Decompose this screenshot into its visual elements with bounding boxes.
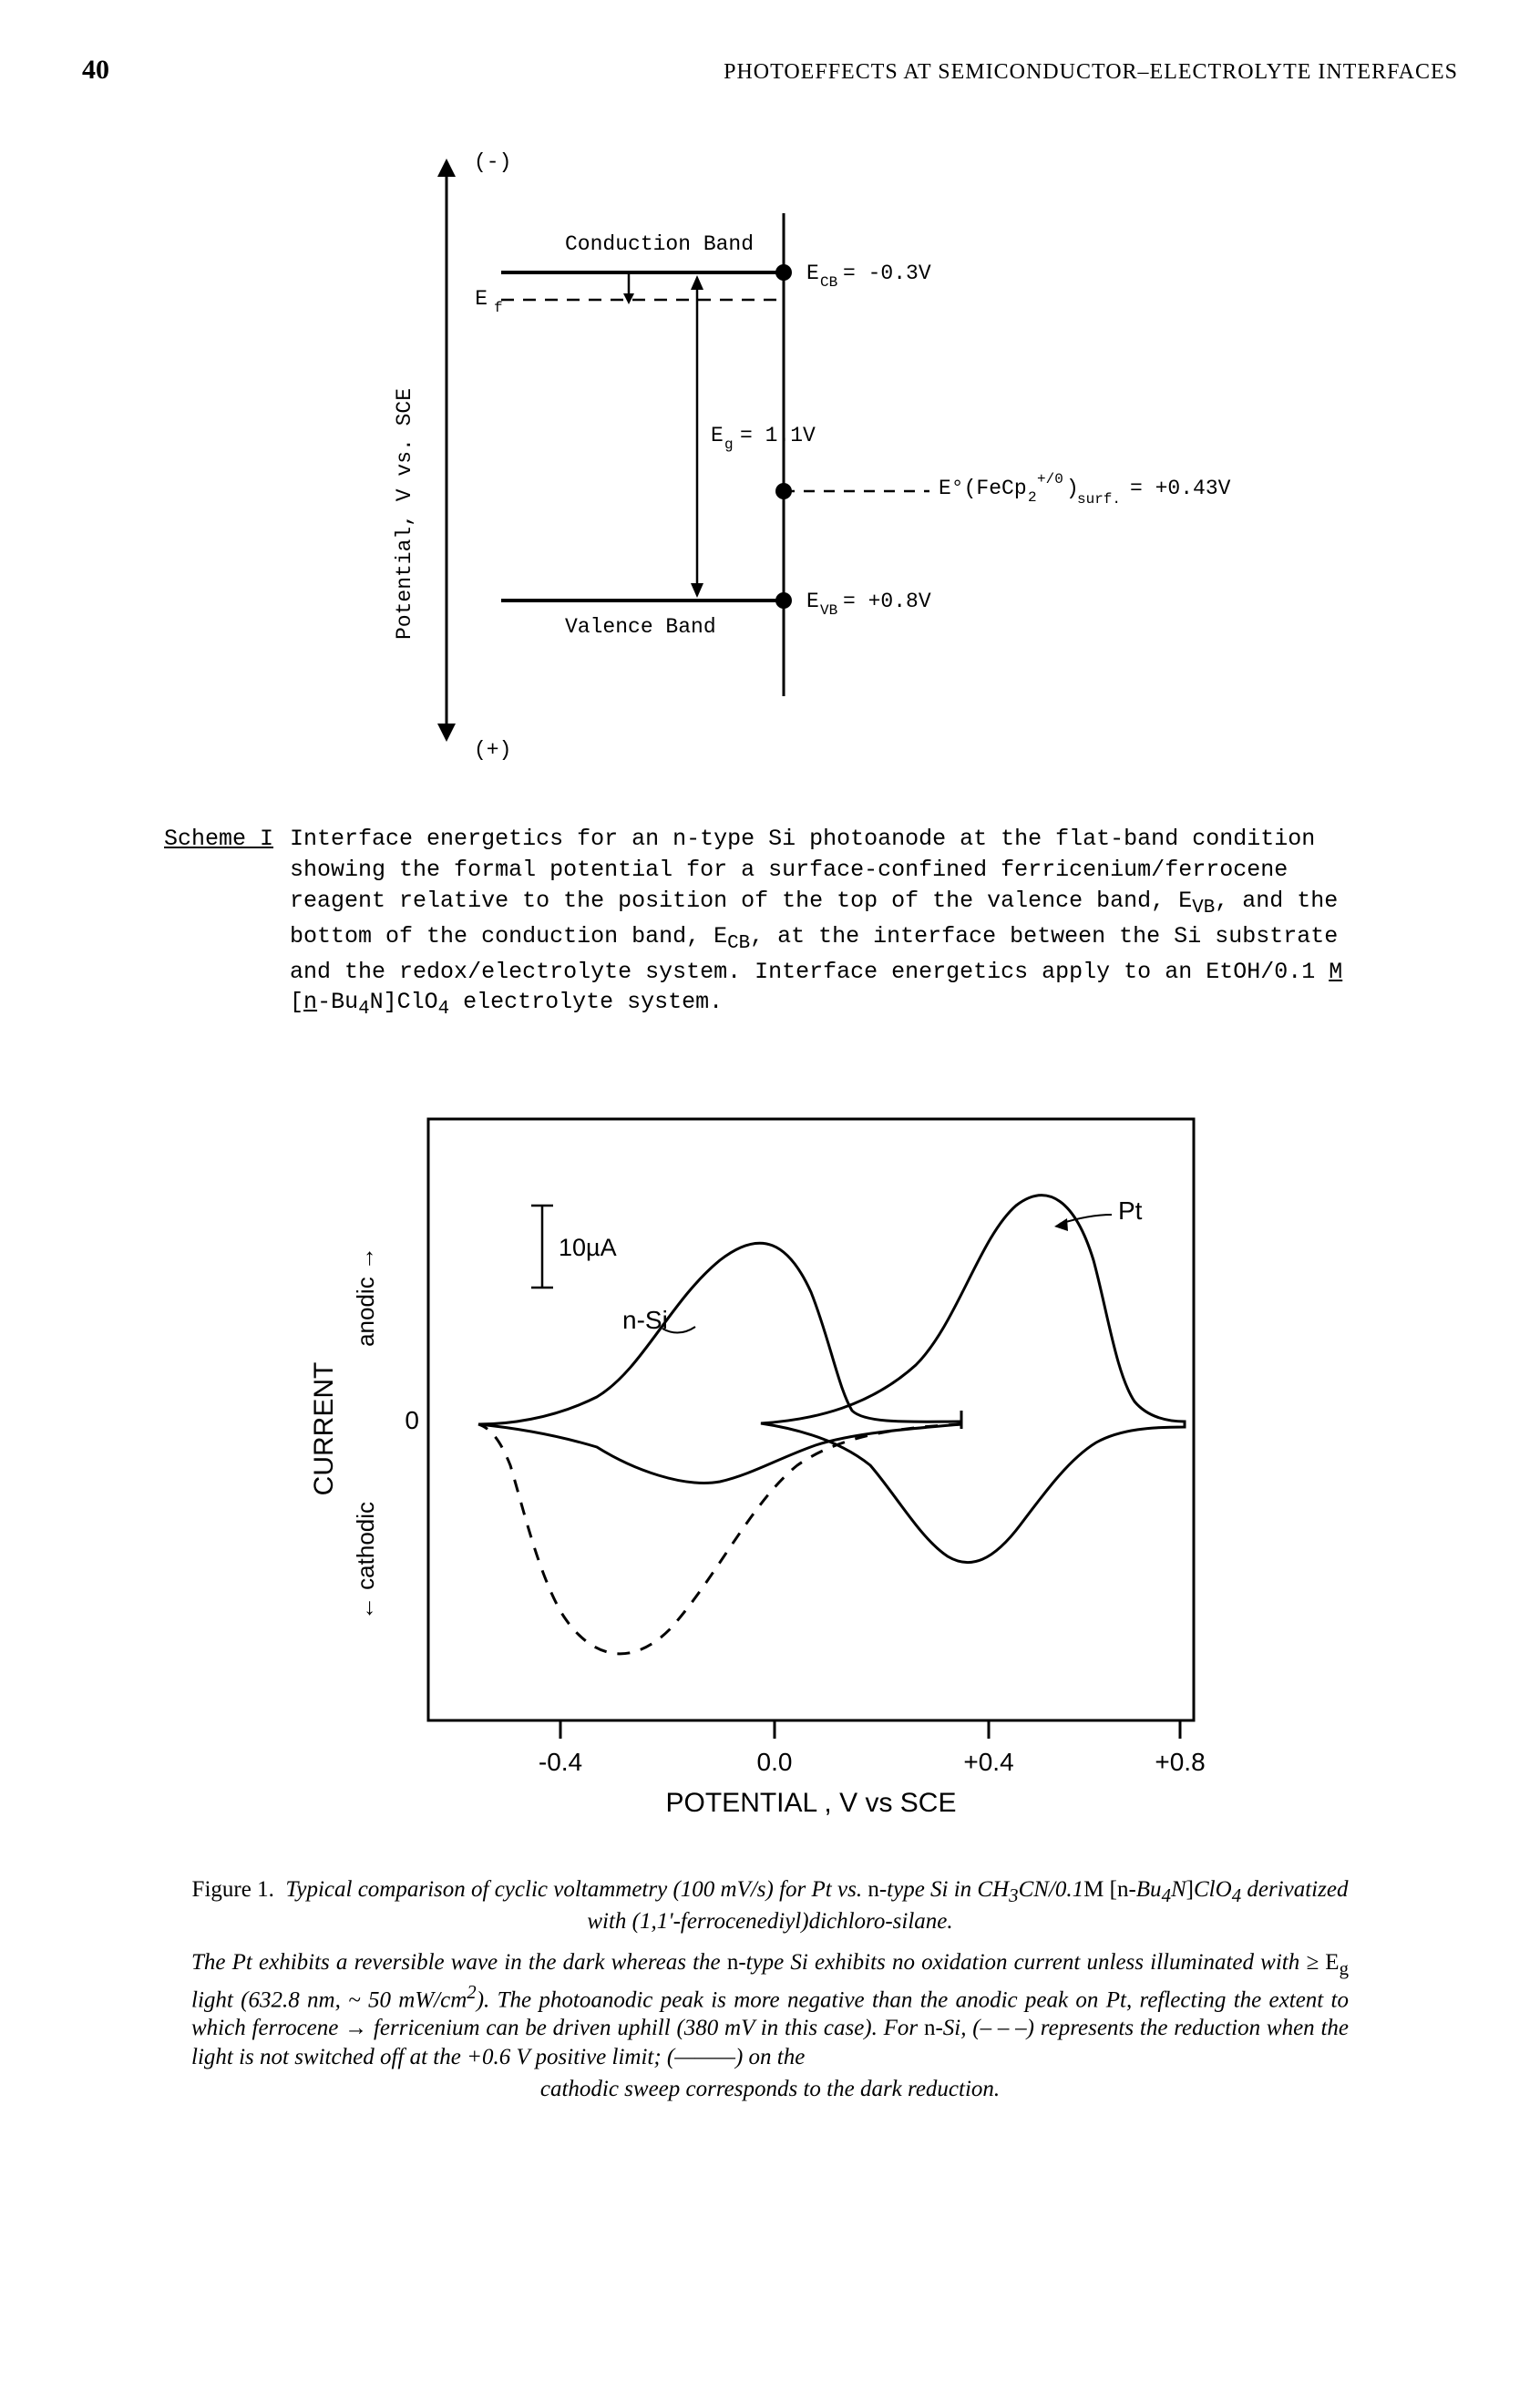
figure1-body-last: cathodic sweep corresponds to the dark r… [191,2075,1349,2103]
page-header: 40 PHOTOEFFECTS AT SEMICONDUCTOR–ELECTRO… [82,55,1458,86]
y-axis-cathodic: ← cathodic [352,1502,379,1620]
y-axis-anodic: anodic → [352,1247,379,1347]
svg-text:= -0.3V: = -0.3V [843,262,931,285]
scheme-diagram: (-) (+) Potential, V vs. SCE Conduction … [292,122,1248,796]
svg-text:E°(FeCp: E°(FeCp [939,477,1027,500]
page-number: 40 [82,55,109,86]
pt-label: Pt [1118,1196,1143,1225]
axis-label: Potential, V vs. SCE [393,388,416,640]
zero-tick: 0 [405,1406,419,1434]
conduction-label: Conduction Band [565,232,754,256]
svg-text:f: f [494,300,503,316]
svg-text:E: E [806,590,819,613]
svg-text:-0.4: -0.4 [539,1748,582,1776]
scheme-caption: Scheme I Interface energetics for an n-t… [164,824,1376,1023]
scale-bar: 10µA [559,1234,617,1261]
nsi-label: n-Si [622,1306,668,1334]
top-sign: (-) [474,150,511,174]
svg-text:2: 2 [1028,489,1037,506]
x-axis-label: POTENTIAL , V vs SCE [666,1788,957,1818]
svg-text:+0.8: +0.8 [1155,1748,1205,1776]
figure1-body: The Pt exhibits a reversible wave in the… [191,1948,1349,2071]
svg-text:= 1.1V: = 1.1V [740,424,816,447]
svg-text:CB: CB [820,274,837,291]
svg-text:surf.: surf. [1077,491,1121,508]
svg-text:+/0: +/0 [1037,471,1063,488]
svg-text:= +0.43V: = +0.43V [1130,477,1231,500]
scheme-text: Interface energetics for an n-type Si ph… [290,824,1376,1023]
svg-text:+0.4: +0.4 [963,1748,1013,1776]
svg-text:VB: VB [820,602,837,619]
svg-text:E: E [475,287,488,311]
running-head: PHOTOEFFECTS AT SEMICONDUCTOR–ELECTROLYT… [724,60,1458,85]
valence-label: Valence Band [565,615,716,639]
y-axis-main: CURRENT [309,1361,339,1495]
cv-chart: 0 -0.4 0.0 +0.4 +0.8 POTENTIAL , V vs SC… [269,1064,1271,1848]
svg-text:0.0: 0.0 [757,1748,793,1776]
figure1-title: Figure 1. Typical comparison of cyclic v… [191,1875,1349,1935]
figure1-caption: Figure 1. Typical comparison of cyclic v… [191,1875,1349,2104]
bottom-sign: (+) [474,738,511,762]
svg-text:E: E [806,262,819,285]
svg-text:= +0.8V: = +0.8V [843,590,931,613]
scheme-label: Scheme I [164,824,273,1023]
svg-text:g: g [724,436,734,453]
svg-text:E: E [711,424,724,447]
